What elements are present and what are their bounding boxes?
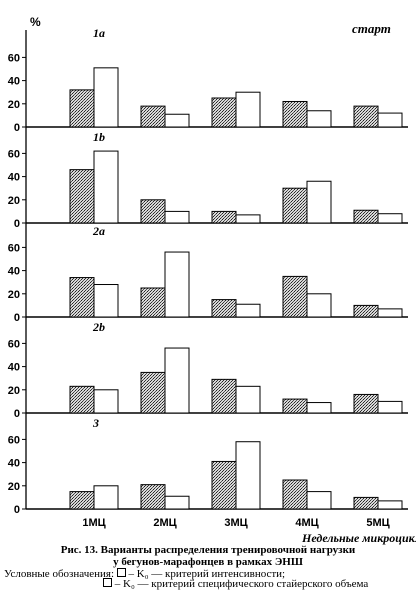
- bar-1a-2МЦ-s1: [140, 105, 166, 128]
- bar-1a-4МЦ-s2: [306, 110, 332, 128]
- x-tick-label: 5МЦ: [366, 517, 389, 529]
- panel-label: 2a: [92, 224, 105, 238]
- bar-2b-5МЦ-s2: [377, 400, 403, 414]
- panel-1b: 60 40 20 0 1b: [8, 127, 408, 230]
- bar-2a-1МЦ-s2: [93, 284, 119, 318]
- figure: % старт 60 40 20 0 1a 60 40 20 0 1b 60 40 20 0 2a 60 40 2…: [8, 15, 416, 545]
- bar-2b-1МЦ-s2: [93, 389, 119, 414]
- bar-3-2МЦ-s2: [164, 495, 190, 510]
- bar-2b-2МЦ-s2: [164, 347, 190, 414]
- bar-1a-5МЦ-s1: [353, 105, 379, 128]
- x-tick-label: 1МЦ: [82, 517, 105, 529]
- bar-3-2МЦ-s1: [140, 484, 166, 510]
- legend-swatch-volume: [103, 578, 112, 587]
- bar-3-1МЦ-s2: [93, 485, 119, 510]
- caption-line-1: Рис. 13. Варианты распределения трениров…: [60, 544, 356, 556]
- bar-1a-2МЦ-s2: [164, 113, 190, 128]
- bar-2a-3МЦ-s1: [211, 299, 237, 318]
- panel-1a: 60 40 20 0 1a: [8, 26, 408, 134]
- bar-1a-4МЦ-s1: [282, 100, 308, 128]
- bar-1b-1МЦ-s2: [93, 150, 119, 224]
- y-tick-label: 20: [8, 195, 20, 207]
- bar-1a-3МЦ-s1: [211, 97, 237, 128]
- y-tick-label: 60: [8, 148, 20, 160]
- bar-2b-2МЦ-s1: [140, 371, 166, 414]
- bar-1b-2МЦ-s1: [140, 199, 166, 224]
- y-unit-label: %: [30, 15, 41, 29]
- y-tick-label: 0: [14, 218, 20, 230]
- y-tick-label: 0: [14, 122, 20, 134]
- bar-3-5МЦ-s1: [353, 496, 379, 510]
- y-tick-label: 0: [14, 312, 20, 324]
- y-tick-label: 60: [8, 338, 20, 350]
- bar-3-3МЦ-s1: [211, 460, 237, 510]
- bar-1a-1МЦ-s1: [69, 89, 95, 128]
- legend-intensity-text: – K₀ — критерий интенсивности;: [128, 568, 286, 580]
- bar-2b-5МЦ-s1: [353, 393, 379, 414]
- y-tick-label: 20: [8, 289, 20, 301]
- bar-3-3МЦ-s2: [235, 441, 261, 510]
- bar-1a-5МЦ-s2: [377, 112, 403, 128]
- bar-3-5МЦ-s2: [377, 500, 403, 510]
- panel-label: 1a: [93, 26, 105, 40]
- bar-2a-5МЦ-s2: [377, 308, 403, 318]
- bar-3-1МЦ-s1: [69, 491, 95, 510]
- bar-1b-5МЦ-s2: [377, 213, 403, 224]
- y-tick-label: 60: [8, 434, 20, 446]
- bar-2a-3МЦ-s2: [235, 303, 261, 318]
- y-tick-label: 40: [8, 76, 20, 88]
- bar-1b-3МЦ-s2: [235, 214, 261, 224]
- bar-1b-3МЦ-s1: [211, 210, 237, 224]
- bar-1b-4МЦ-s2: [306, 180, 332, 224]
- bar-2b-4МЦ-s1: [282, 398, 308, 414]
- bar-2a-2МЦ-s2: [164, 251, 190, 318]
- x-axis-label: Недельные микроциклы: [301, 531, 416, 545]
- bar-2a-5МЦ-s1: [353, 304, 379, 318]
- x-tick-label: 4МЦ: [295, 517, 318, 529]
- panel-2a: 60 40 20 0 2a: [8, 223, 408, 324]
- y-tick-label: 20: [8, 481, 20, 493]
- y-tick-label: 20: [8, 99, 20, 111]
- legend-swatch-intensity: [116, 568, 126, 577]
- bar-2b-4МЦ-s2: [306, 402, 332, 414]
- legend-volume-text: – K₀ — критерий специфического стайерско…: [114, 578, 369, 590]
- y-tick-label: 60: [8, 52, 20, 64]
- y-tick-label: 40: [8, 266, 20, 278]
- panel-label: 1b: [93, 130, 105, 144]
- bar-2b-3МЦ-s1: [211, 378, 237, 414]
- bar-2a-2МЦ-s1: [140, 287, 166, 318]
- bar-3-4МЦ-s2: [306, 491, 332, 510]
- y-tick-label: 40: [8, 362, 20, 374]
- bar-1b-4МЦ-s1: [282, 187, 308, 224]
- panel-2b: 60 40 20 0 2b: [8, 317, 408, 420]
- bar-2a-4МЦ-s2: [306, 293, 332, 318]
- legend-row-2: – K₀ — критерий специфического стайерско…: [103, 578, 368, 590]
- x-tick-label: 2МЦ: [153, 517, 176, 529]
- bar-1b-2МЦ-s2: [164, 210, 190, 224]
- bar-2a-4МЦ-s1: [282, 275, 308, 318]
- bar-1b-1МЦ-s1: [69, 169, 95, 224]
- bar-1b-5МЦ-s1: [353, 209, 379, 224]
- bar-1a-1МЦ-s2: [93, 67, 119, 128]
- bar-2a-1МЦ-s1: [69, 277, 95, 318]
- bar-1a-3МЦ-s2: [235, 91, 261, 128]
- start-label: старт: [352, 21, 391, 36]
- caption-line-2: у бегунов-марафонцев в рамках ЭНШ: [113, 556, 303, 568]
- panel-label: 3: [92, 416, 99, 430]
- y-tick-label: 40: [8, 458, 20, 470]
- y-tick-label: 0: [14, 408, 20, 420]
- panel-label: 2b: [92, 320, 105, 334]
- bar-2b-3МЦ-s2: [235, 385, 261, 414]
- y-tick-label: 0: [14, 504, 20, 516]
- legend-prefix: Условные обозначения:: [4, 568, 115, 580]
- y-tick-label: 20: [8, 385, 20, 397]
- x-tick-label: 3МЦ: [224, 517, 247, 529]
- legend-row-1: Условные обозначения: – K₀ — критерий ин…: [4, 568, 285, 580]
- y-tick-label: 40: [8, 172, 20, 184]
- panel-3: 60 40 20 0 3: [8, 413, 408, 516]
- bar-3-4МЦ-s1: [282, 479, 308, 510]
- bar-2b-1МЦ-s1: [69, 385, 95, 414]
- y-tick-label: 60: [8, 242, 20, 254]
